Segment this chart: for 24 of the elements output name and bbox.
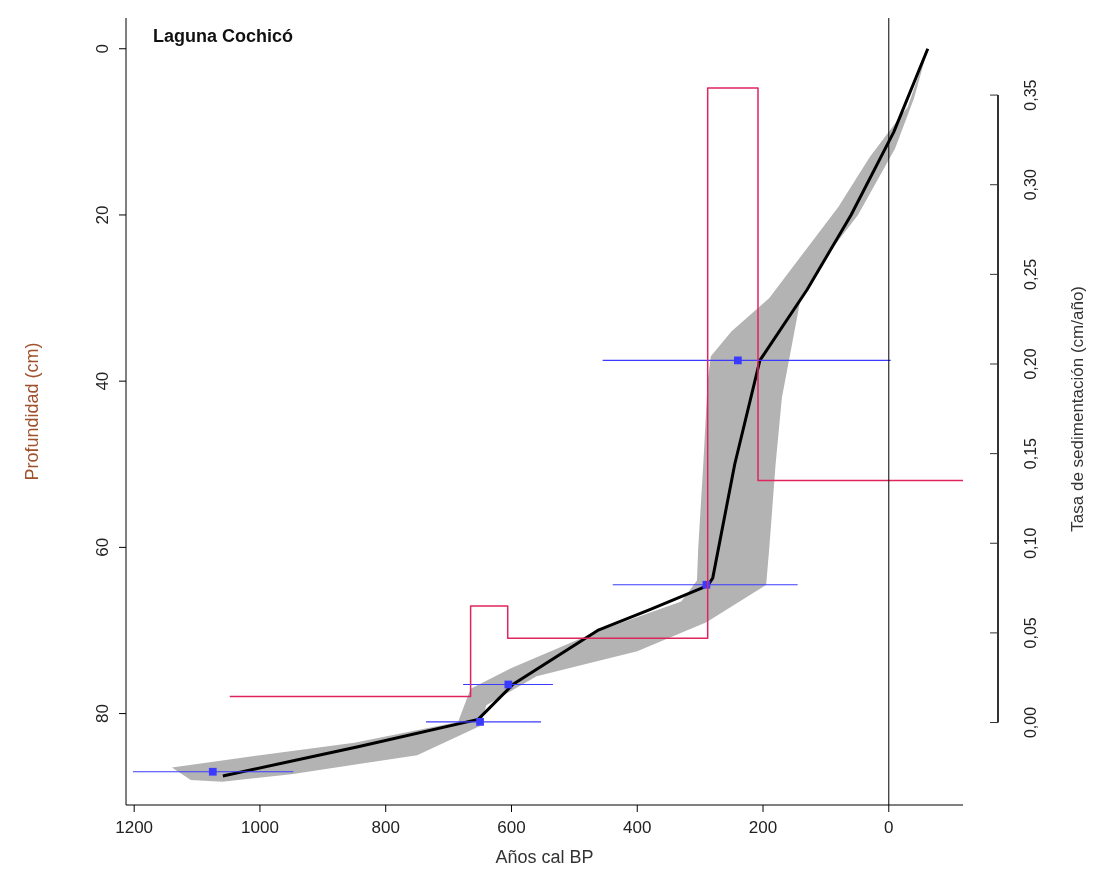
x-tick-label: 400 [623,818,652,837]
y2-tick-label: 0,25 [1022,258,1039,290]
y2-tick-label: 0,10 [1022,527,1039,559]
chart-title: Laguna Cochicó [153,26,294,46]
y-axis-title: Profundidad (cm) [22,342,42,481]
y2-tick-label: 0,05 [1022,617,1039,649]
x-tick-label: 800 [371,818,400,837]
x-tick-label: 0 [884,818,894,837]
y-tick-label: 20 [93,205,112,225]
x-tick-label: 600 [497,818,526,837]
y-tick-label: 40 [93,371,112,391]
y-tick-label: 60 [93,537,112,557]
y2-tick-label: 0,35 [1022,79,1039,111]
x-axis-title: Años cal BP [495,847,594,867]
y2-tick-label: 0,15 [1022,437,1039,470]
y2-axis-title: Tasa de sedimentación (cm/año) [1068,285,1087,532]
y-tick-label: 80 [93,704,112,724]
x-tick-label: 1200 [115,818,154,837]
y2-tick-label: 0,20 [1022,348,1039,380]
x-tick-label: 1000 [241,818,279,837]
x-tick-label: 200 [748,818,778,837]
y2-tick-label: 0,00 [1022,706,1039,739]
y-tick-label: 0 [93,44,112,54]
y2-tick-label: 0,30 [1022,169,1039,201]
